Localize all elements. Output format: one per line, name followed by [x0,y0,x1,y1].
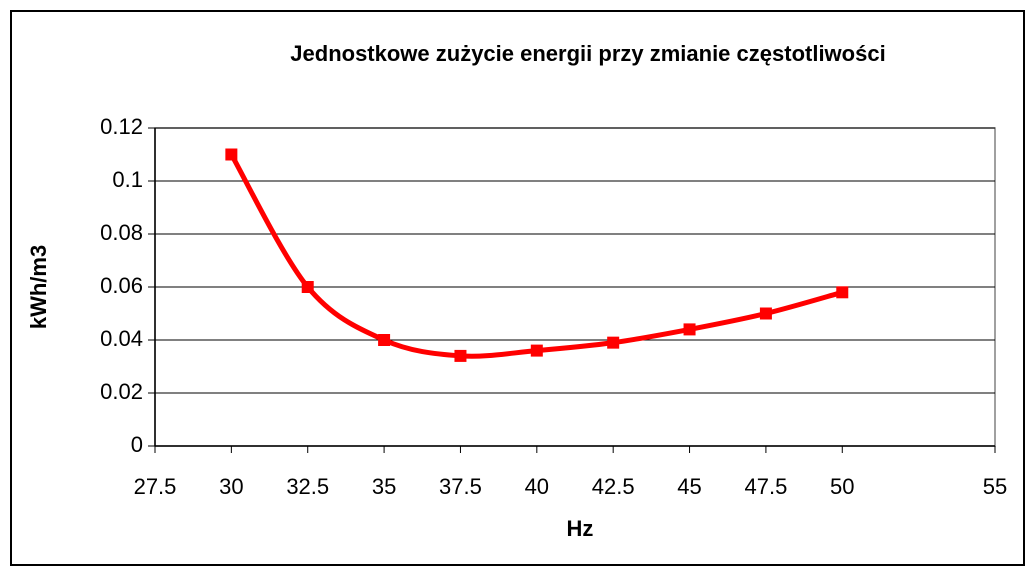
marker [225,148,238,161]
marker [454,349,467,362]
x-tick-label: 45 [677,474,701,499]
x-tick-label: 40 [525,474,549,499]
chart-title: Jednostkowe zużycie energii przy zmianie… [290,41,885,66]
marker [683,323,696,336]
x-tick-label: 27.5 [134,474,177,499]
y-tick-label: 0.02 [100,379,143,404]
x-tick-label: 42.5 [592,474,635,499]
y-tick-label: 0.1 [112,167,143,192]
x-tick-label: 50 [830,474,854,499]
marker [759,307,772,320]
marker [301,281,314,293]
x-tick-label: 30 [219,474,243,499]
x-tick-label: 35 [372,474,396,499]
y-tick-label: 0 [131,432,143,457]
x-tick-label: 47.5 [744,474,787,499]
x-tick-label: 37.5 [439,474,482,499]
y-tick-label: 0.08 [100,220,143,245]
marker [607,336,620,349]
x-tick-label: 55 [983,474,1007,499]
marker [836,286,849,299]
marker [530,344,543,357]
y-tick-label: 0.04 [100,326,143,351]
marker [378,334,391,346]
y-tick-label: 0.12 [100,114,143,139]
y-tick-label: 0.06 [100,273,143,298]
x-tick-label: 32.5 [286,474,329,499]
x-axis-label: Hz [567,516,594,541]
y-axis-label: kWh/m3 [26,245,51,329]
